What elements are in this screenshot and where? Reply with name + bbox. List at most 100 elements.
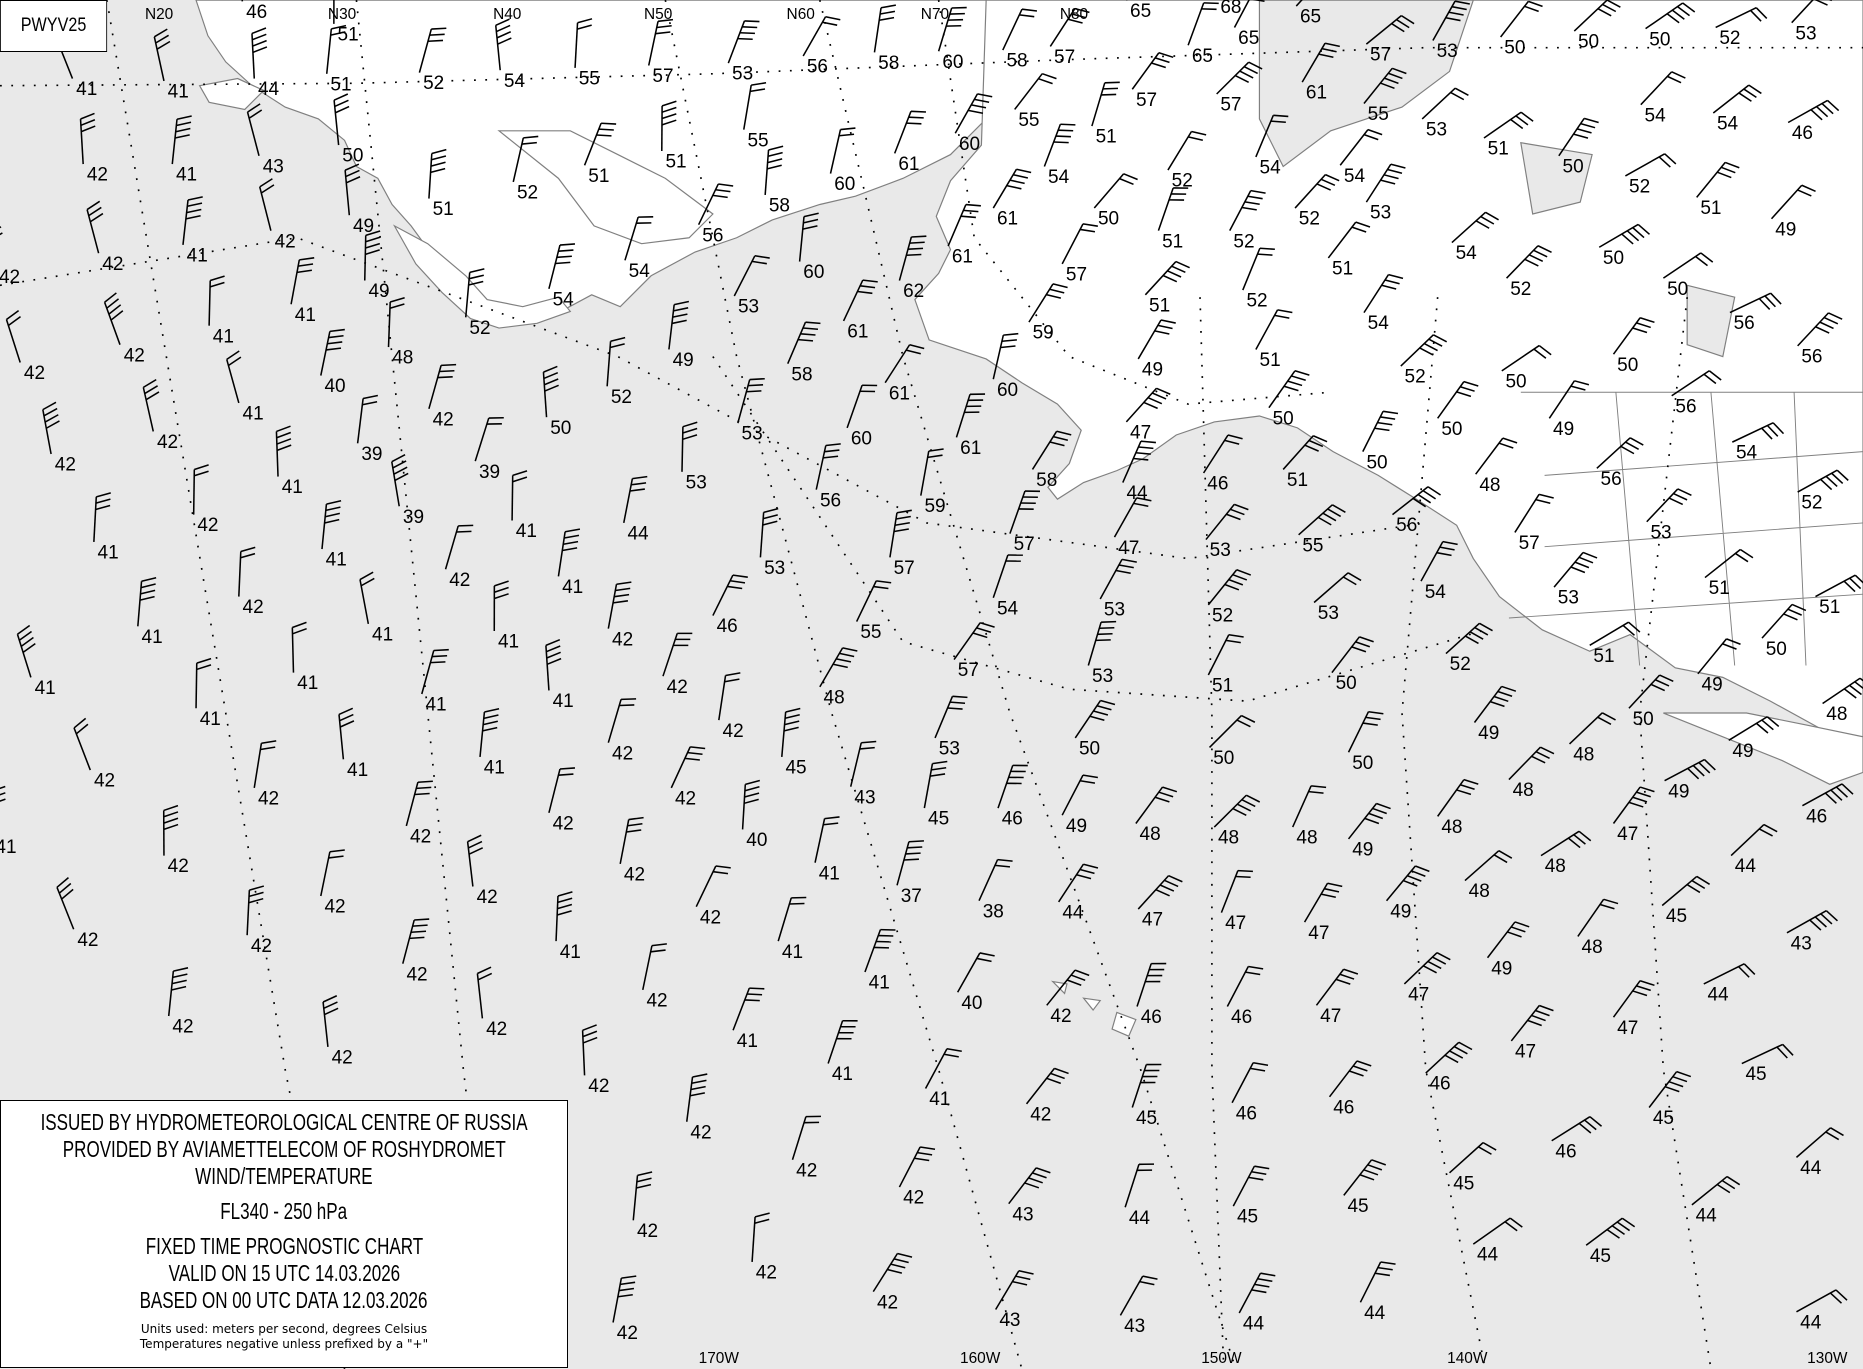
landmasses xyxy=(195,0,1863,1037)
temperature-label: 42 xyxy=(0,267,20,288)
temperature-label: 48 xyxy=(824,688,845,709)
wind-barb xyxy=(557,528,581,577)
temperature-label: 41 xyxy=(243,404,264,425)
temperature-label: 45 xyxy=(785,758,806,779)
temperature-label: 61 xyxy=(889,383,910,404)
temperature-label: 51 xyxy=(338,25,359,46)
wind-barb xyxy=(934,695,968,739)
temperature-label: 65 xyxy=(1300,7,1321,28)
wind-barb xyxy=(920,448,944,496)
wind-barb xyxy=(1787,99,1840,124)
wind-barb xyxy=(325,24,347,74)
temperature-label: 47 xyxy=(1225,913,1246,934)
temperature-label: 48 xyxy=(1218,828,1239,849)
temperature-label: 44 xyxy=(1800,1312,1822,1333)
wind-barb xyxy=(741,779,761,830)
temperature-label: 46 xyxy=(1792,123,1813,144)
temperature-label: 49 xyxy=(353,216,374,237)
temperature-label: 48 xyxy=(1513,780,1534,801)
wind-barb xyxy=(1671,370,1722,397)
temperature-label: 45 xyxy=(1347,1196,1368,1217)
wind-barb xyxy=(661,100,677,152)
temperature-label: 53 xyxy=(764,558,785,579)
temperature-label: 53 xyxy=(1092,666,1113,687)
wind-barb xyxy=(781,707,801,758)
wind-barb xyxy=(1662,252,1714,279)
temperature-label: 46 xyxy=(1429,1074,1450,1095)
wind-barb xyxy=(1598,223,1651,248)
wind-barb xyxy=(685,1073,708,1122)
temperature-label: 41 xyxy=(297,673,318,694)
wind-barb xyxy=(1347,802,1391,840)
wind-barb xyxy=(992,168,1032,209)
wind-barb xyxy=(819,647,858,688)
temperature-label: 45 xyxy=(1666,906,1687,927)
temperature-label: 49 xyxy=(1553,419,1574,440)
wind-barb xyxy=(542,365,559,418)
temperature-label: 41 xyxy=(142,627,163,648)
temperature-label: 53 xyxy=(1370,203,1391,224)
wind-barb xyxy=(727,20,760,64)
wind-barb xyxy=(1589,621,1641,646)
wind-barb xyxy=(1255,114,1289,158)
temperature-label: 58 xyxy=(791,364,812,385)
temperature-label: 56 xyxy=(1675,396,1696,417)
wind-barb xyxy=(153,28,171,82)
wind-barb xyxy=(1282,435,1328,470)
temperature-label: 42 xyxy=(675,789,696,810)
temperature-label: 41 xyxy=(176,165,197,186)
longitude-labels: 170W 160W 150W 140W 130W xyxy=(699,1350,1848,1367)
wind-barb xyxy=(387,296,405,348)
temperature-label: 42 xyxy=(700,907,721,928)
wind-barb xyxy=(1229,189,1266,231)
wind-barb xyxy=(1303,882,1343,923)
temperature-label: 52 xyxy=(1719,28,1740,49)
wind-barb xyxy=(992,332,1019,380)
wind-barb xyxy=(1074,699,1116,739)
wind-barbs xyxy=(0,0,1863,1323)
temperature-label: 41 xyxy=(35,678,56,699)
temperature-label: 51 xyxy=(665,152,686,173)
temperature-label: 42 xyxy=(723,721,744,742)
wind-barb xyxy=(1231,1062,1269,1104)
wind-barb xyxy=(1331,636,1374,674)
temperature-label: 47 xyxy=(1142,910,1163,931)
wind-barb xyxy=(1664,758,1716,782)
wind-barb xyxy=(428,148,447,199)
wind-barb xyxy=(1216,61,1263,95)
temperature-label: 54 xyxy=(1736,443,1758,464)
temperature-label: 41 xyxy=(326,550,347,571)
temperature-label: 42 xyxy=(756,1263,777,1284)
temperature-label: 42 xyxy=(553,813,574,834)
temperature-label: 47 xyxy=(1308,923,1329,944)
legend-level: FL340 - 250 hPa xyxy=(220,1198,348,1224)
wind-barb xyxy=(1124,1163,1155,1208)
wind-barb xyxy=(1508,746,1555,781)
temperature-label: 45 xyxy=(1653,1108,1674,1129)
temperature-label: 52 xyxy=(1405,367,1426,388)
temperature-label: 52 xyxy=(1172,171,1193,192)
temperature-label: 54 xyxy=(1456,243,1478,264)
wind-barb xyxy=(1213,794,1261,828)
temperature-label: 58 xyxy=(769,196,790,217)
temperature-label: 41 xyxy=(782,942,803,963)
arctic-waters xyxy=(1258,0,1736,358)
wind-barb xyxy=(356,394,378,444)
temperature-label: 50 xyxy=(1603,248,1624,269)
temperature-label: 68 xyxy=(1220,0,1241,18)
wind-barb xyxy=(1087,620,1117,666)
temperature-label: 48 xyxy=(1582,937,1603,958)
wind-barb xyxy=(1009,490,1041,534)
temperature-label: 42 xyxy=(1030,1105,1051,1126)
temperature-label: 49 xyxy=(1066,816,1087,837)
wind-barb xyxy=(947,203,981,247)
temperature-label: 54 xyxy=(1645,105,1667,126)
wind-barb xyxy=(1730,823,1778,857)
lon-label-160w: 160W xyxy=(960,1350,1001,1367)
land-japan xyxy=(392,224,572,329)
wind-barb xyxy=(759,507,779,558)
temperature-label: 50 xyxy=(1617,355,1638,376)
temperature-label: 56 xyxy=(1801,347,1822,368)
temperature-label: 54 xyxy=(1425,582,1447,603)
temperature-label: 46 xyxy=(1141,1007,1162,1028)
